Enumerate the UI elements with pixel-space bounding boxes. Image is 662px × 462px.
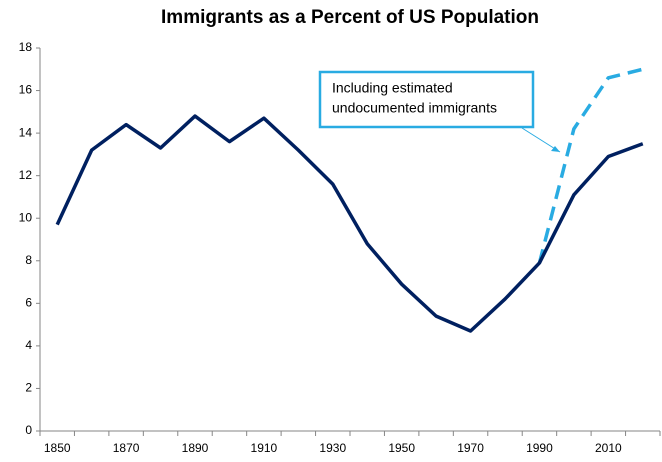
y-tick-label: 0	[25, 423, 32, 437]
annotation-text: Including estimated	[332, 80, 453, 96]
y-tick-label: 12	[19, 168, 33, 182]
chart-title: Immigrants as a Percent of US Population	[161, 7, 539, 28]
y-tick-label: 10	[19, 210, 33, 224]
y-tick-label: 16	[19, 83, 33, 97]
x-tick-label: 1990	[526, 441, 553, 455]
x-tick-label: 1910	[251, 441, 278, 455]
y-tick-label: 6	[25, 296, 32, 310]
y-tick-label: 4	[25, 338, 32, 352]
x-tick-label: 1870	[113, 441, 140, 455]
x-tick-label: 1890	[182, 441, 209, 455]
data-line	[55, 114, 644, 333]
x-tick-label: 1950	[388, 441, 415, 455]
y-tick-label: 18	[19, 40, 33, 54]
arrow-head	[551, 146, 560, 152]
x-tick-label: 2010	[595, 441, 622, 455]
data-line	[537, 67, 644, 264]
y-tick-label: 8	[25, 253, 32, 267]
x-tick-label: 1970	[457, 441, 484, 455]
x-tick-label: 1930	[319, 441, 346, 455]
annotation-text: undocumented immigrants	[332, 100, 497, 116]
annotation-box	[318, 70, 535, 129]
y-tick-label: 2	[25, 381, 32, 395]
y-tick-label: 14	[19, 125, 33, 139]
x-tick-label: 1850	[44, 441, 71, 455]
